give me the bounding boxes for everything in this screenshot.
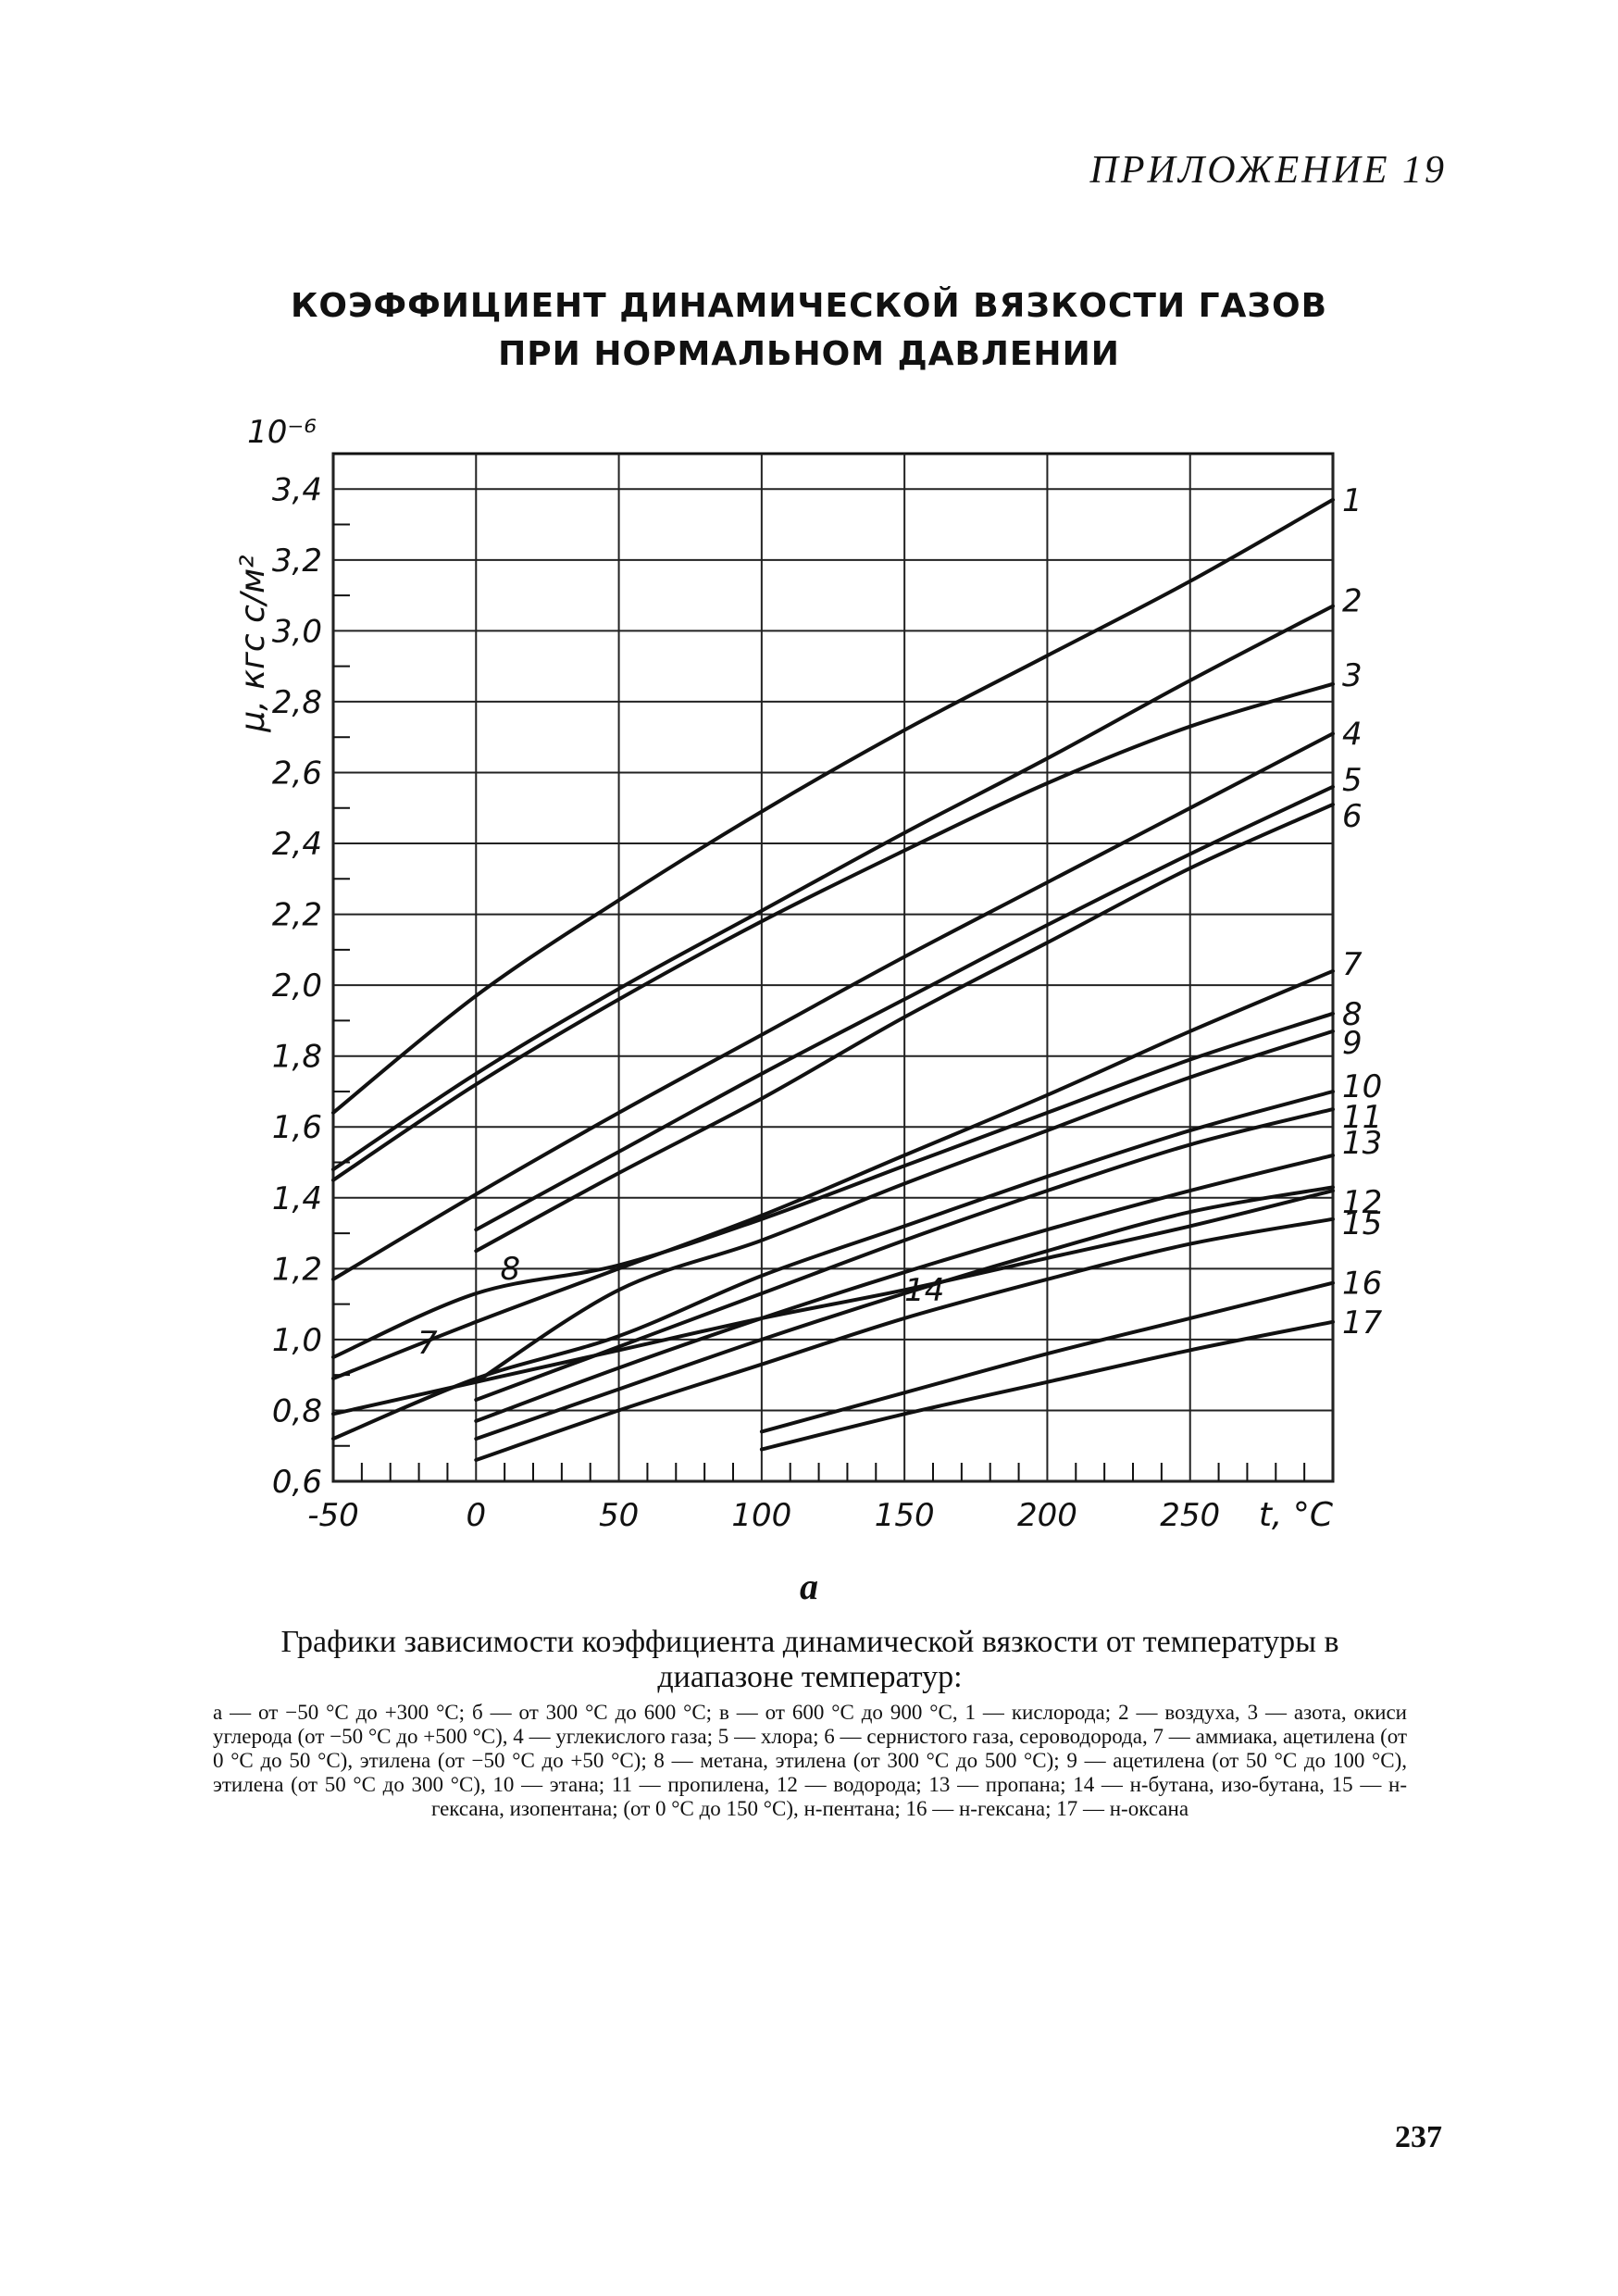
figure-caption: Графики зависимости коэффициента динамич… xyxy=(213,1625,1407,1821)
x-tick-label: 150 xyxy=(875,1497,935,1534)
curve-10 xyxy=(331,1090,1335,1441)
curve-layer xyxy=(331,497,1335,1462)
y-tick-label: 2,4 xyxy=(272,826,322,863)
chart-title-line-1: КОЭФФИЦИЕНТ ДИНАМИЧЕСКОЙ ВЯЗКОСТИ ГАЗОВ xyxy=(290,287,1328,325)
curve-label-10: 10 xyxy=(1342,1068,1382,1105)
curve-label-3: 3 xyxy=(1342,657,1363,694)
curve-17 xyxy=(759,1319,1335,1452)
curve-label-7: 7 xyxy=(1342,946,1363,983)
chart-title-line-2: ПРИ НОРМАЛЬНОМ ДАВЛЕНИИ xyxy=(498,335,1120,373)
y-tick-label: 2,6 xyxy=(272,755,322,792)
y-tick-label: 0,8 xyxy=(272,1392,322,1429)
curve-15 xyxy=(474,1217,1335,1462)
y-axis-label: μ, кгс с/м² xyxy=(234,555,272,732)
tick-layer: 0,6 0,8 1,0 1,2 1,4 1,6 1,8 2,0 2,2 2,4 2,6 2,8 3,0 3… xyxy=(234,414,1334,1534)
curve-label-6: 6 xyxy=(1342,798,1363,835)
curve-4 xyxy=(331,731,1335,1281)
x-tick-label: 100 xyxy=(731,1497,791,1534)
x-tick-label: -50 xyxy=(307,1497,359,1534)
caption-main: Графики зависимости коэффициента динамич… xyxy=(280,1625,1339,1694)
y-tick-label: 1,4 xyxy=(272,1180,322,1217)
y-tick-label: 0,6 xyxy=(272,1464,322,1501)
inline-curve-label-8: 8 xyxy=(500,1251,520,1288)
inline-curve-label-7: 7 xyxy=(417,1325,438,1362)
x-axis-label: t, °C xyxy=(1259,1496,1334,1534)
curve-14 xyxy=(474,1185,1335,1441)
x-tick-label: 0 xyxy=(466,1497,486,1534)
y-tick-label: 2,8 xyxy=(272,684,322,721)
curve-label-5: 5 xyxy=(1342,762,1363,799)
curve-7 xyxy=(331,968,1335,1380)
curve-3 xyxy=(331,681,1335,1182)
y-tick-label: 3,2 xyxy=(272,543,322,580)
chart-title: КОЭФФИЦИЕНТ ДИНАМИЧЕСКОЙ ВЯЗКОСТИ ГАЗОВ … xyxy=(0,282,1618,379)
curve-5 xyxy=(474,784,1335,1232)
inline-curve-label-14: 14 xyxy=(904,1272,944,1309)
curve-1 xyxy=(331,497,1335,1115)
y-tick-label: 1,0 xyxy=(272,1322,322,1359)
curve-label-13: 13 xyxy=(1342,1125,1382,1162)
chart-sublabel: a xyxy=(800,1566,818,1607)
curve-11 xyxy=(474,1107,1335,1402)
grid-layer xyxy=(331,452,1335,1483)
y-tick-label: 3,0 xyxy=(272,613,322,650)
y-multiplier: 10⁻⁶ xyxy=(247,414,317,451)
caption-legend: а — от −50 °С до +300 °С; б — от 300 °С … xyxy=(213,1701,1407,1820)
x-tick-label: 200 xyxy=(1017,1497,1077,1534)
curve-label-1: 1 xyxy=(1342,482,1363,519)
plot-frame xyxy=(331,452,1335,1483)
y-tick-label: 1,2 xyxy=(272,1251,322,1288)
curve-label-8: 8 xyxy=(1342,996,1363,1033)
y-tick-label: 2,0 xyxy=(272,967,322,1004)
curve-13 xyxy=(474,1153,1335,1423)
curve-label-17: 17 xyxy=(1342,1304,1383,1341)
y-tick-label: 3,4 xyxy=(272,471,322,508)
page-number: 237 xyxy=(1395,2120,1442,2154)
curve-16 xyxy=(759,1280,1335,1434)
curve-12 xyxy=(331,1189,1335,1416)
curve-label-2: 2 xyxy=(1342,583,1363,620)
y-tick-label: 1,6 xyxy=(272,1109,322,1146)
viscosity-chart: 0,6 0,8 1,0 1,2 1,4 1,6 1,8 2,0 2,2 2,4 2,6 2,8 3,0 3… xyxy=(234,414,1383,1534)
curve-2 xyxy=(331,604,1335,1172)
curve-6 xyxy=(474,802,1335,1254)
y-tick-label: 2,2 xyxy=(272,897,322,934)
curve-label-15: 15 xyxy=(1342,1205,1382,1242)
x-tick-label: 250 xyxy=(1160,1497,1220,1534)
curve-label-11: 11 xyxy=(1342,1099,1382,1136)
curve-label-16: 16 xyxy=(1342,1266,1382,1303)
curve-label-12: 12 xyxy=(1342,1184,1382,1221)
appendix-header: ПРИЛОЖЕНИЕ 19 xyxy=(1089,149,1447,192)
curve-9 xyxy=(474,1029,1335,1384)
y-tick-label: 1,8 xyxy=(272,1039,322,1076)
x-tick-label: 50 xyxy=(599,1497,639,1534)
curve-8 xyxy=(331,1011,1335,1359)
curve-label-9: 9 xyxy=(1342,1025,1363,1062)
curve-label-4: 4 xyxy=(1342,716,1363,753)
